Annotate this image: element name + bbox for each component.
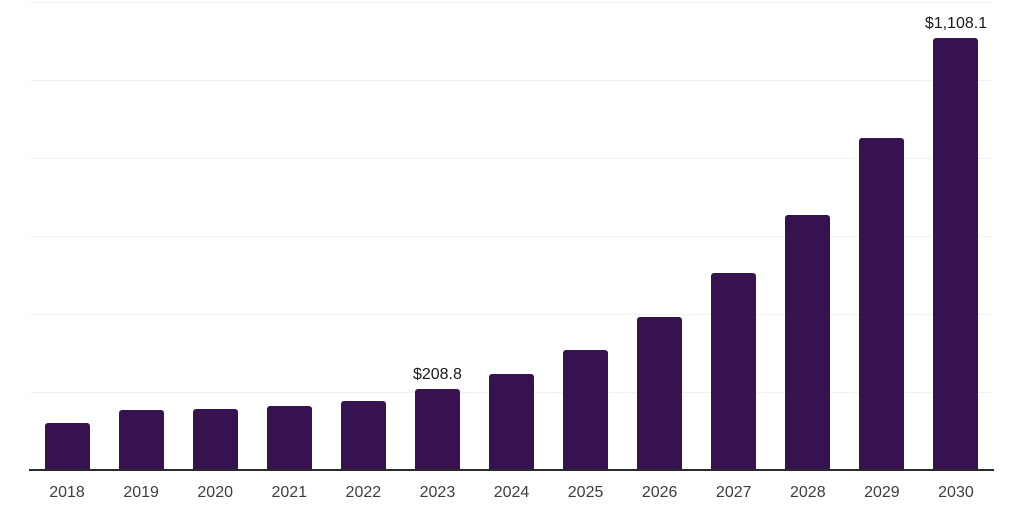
bar-2022 [340,400,386,470]
x-tick-2018: 2018 [49,484,85,501]
x-tick-2021: 2021 [271,484,308,501]
x-tick-2027: 2027 [715,484,752,501]
x-tick-2019: 2019 [123,484,159,501]
gridline-1200 [30,2,993,3]
bar-2025 [563,349,609,470]
gridline-1000 [30,80,993,81]
data-label-2023: $208.8 [412,365,462,383]
bar-2020 [192,408,238,470]
data-label-2030: $1,108.1 [924,14,988,32]
x-tick-2022: 2022 [345,484,382,501]
gridline-600 [30,236,993,237]
plot-area: $208.8 $1,108.1 [30,2,993,470]
x-tick-2023: 2023 [419,484,456,501]
bar-2023 [414,388,460,470]
bar-2024 [489,374,534,470]
x-tick-2030: 2030 [938,484,974,501]
x-tick-2026: 2026 [641,484,678,501]
bar-2018 [44,423,90,470]
x-tick-2024: 2024 [493,484,530,501]
x-tick-2028: 2028 [790,484,826,501]
x-tick-2029: 2029 [864,484,900,501]
gridline-400 [30,314,993,315]
bar-2019 [118,409,164,470]
x-axis-labels: 2018 2019 2020 2021 2022 2023 2024 2025 2026 2027… [30,483,993,505]
bar-2028 [785,214,831,470]
x-axis-line [29,469,994,471]
x-tick-2020: 2020 [197,484,233,501]
bar-2021 [266,406,312,470]
bar-2030 [933,37,979,470]
x-tick-2025: 2025 [567,484,604,501]
gridline-800 [30,158,993,159]
bar-2029 [859,137,905,470]
bar-2026 [637,317,683,470]
bar-2027 [711,273,757,470]
